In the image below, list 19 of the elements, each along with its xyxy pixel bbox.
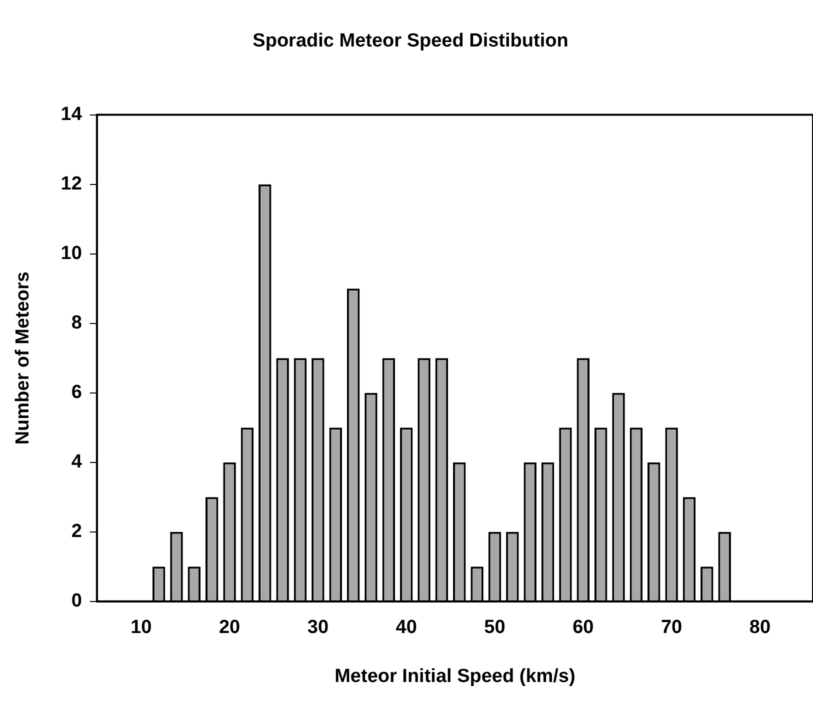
- chart-title: Sporadic Meteor Speed Distibution: [252, 30, 568, 52]
- x-tick-label: 20: [218, 617, 240, 638]
- x-tick-label: 70: [660, 617, 682, 638]
- y-tick-label: 0: [71, 590, 82, 612]
- y-tick-label: 4: [71, 452, 82, 473]
- x-tick-label: 60: [572, 617, 594, 638]
- x-tick-label: 10: [130, 617, 152, 638]
- y-tick-label: 2: [71, 521, 82, 542]
- y-tick-label: 12: [60, 174, 82, 195]
- y-tick-label: 6: [71, 382, 82, 404]
- x-axis-title: Meteor Initial Speed (km/s): [334, 666, 576, 687]
- y-axis-title: Number of Meteors: [12, 272, 34, 445]
- y-tick-label: 14: [60, 104, 82, 126]
- x-tick-label: 30: [307, 617, 329, 638]
- x-tick-label: 40: [396, 617, 417, 638]
- x-tick-label: 80: [749, 617, 771, 638]
- y-tick-label: 10: [60, 243, 82, 264]
- y-tick-label: 8: [71, 312, 82, 334]
- x-tick-label: 50: [484, 617, 506, 638]
